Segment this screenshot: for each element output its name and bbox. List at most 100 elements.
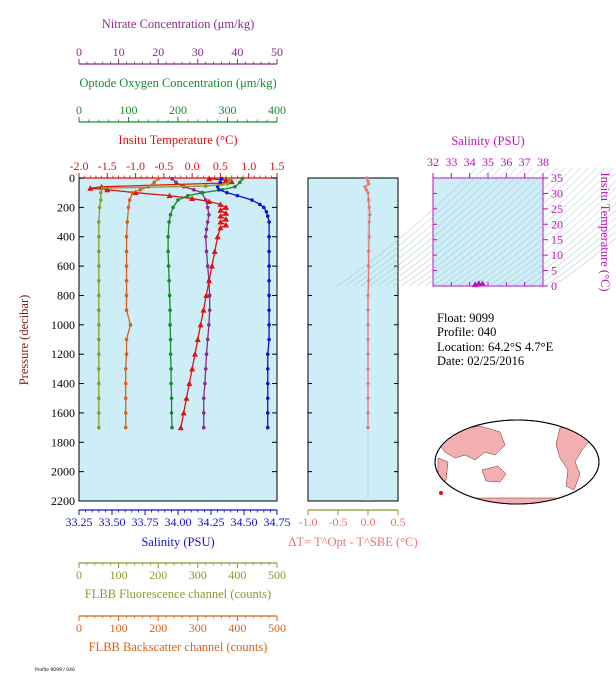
ts-x-tick-label: 33 <box>445 155 457 169</box>
backscatter-point <box>152 180 157 185</box>
ts-y-tick-label: 15 <box>551 233 563 247</box>
backscatter-point <box>123 396 128 401</box>
delta-t-point <box>367 198 371 202</box>
temperature-point <box>217 207 224 213</box>
pressure-axis: 0 200 400 600 800 1000 1200 1400 1600 1800 2000 220… <box>51 171 277 508</box>
nitrate-point <box>205 264 210 268</box>
backscatter-point <box>125 220 130 224</box>
temperature-point <box>228 178 235 185</box>
temperature-point <box>189 365 196 372</box>
density-contour <box>536 224 616 287</box>
salinity-point <box>217 187 221 192</box>
temperature-point <box>189 195 196 202</box>
backscatter-point <box>128 323 133 327</box>
density-contour <box>352 167 494 287</box>
fluorescence-point <box>97 367 101 371</box>
map-landmass-antarctica <box>439 497 599 504</box>
backscatter-point <box>123 411 128 415</box>
oxygen-point <box>167 278 171 283</box>
fluorescence-point <box>97 293 101 298</box>
salinity-line <box>216 178 270 428</box>
oxygen-point <box>168 212 173 217</box>
salinity-point <box>258 202 262 207</box>
density-contour <box>480 172 616 287</box>
ts-y-tick-label: 30 <box>551 186 563 200</box>
pressure-tick-label: 800 <box>57 288 75 302</box>
oxygen-tick-label: 200 <box>169 103 187 117</box>
temperature-point <box>186 380 193 387</box>
density-contour <box>440 167 582 287</box>
nitrate-point <box>207 293 212 298</box>
backscatter-tick-label: 200 <box>149 621 167 635</box>
salinity-tick-label: 34.50 <box>231 515 258 529</box>
delta-tick-label: -1.0 <box>299 515 318 529</box>
temperature-point <box>223 216 230 222</box>
backscatter-point <box>146 185 151 189</box>
backscatter-point <box>124 234 129 239</box>
fluorescence-point <box>98 190 103 195</box>
delta-t-point <box>366 191 370 195</box>
salinity-point <box>265 352 270 356</box>
profile-series <box>87 175 271 431</box>
fluorescence-point <box>100 186 105 191</box>
location-text: Location: 64.2°S 4.7°E <box>437 340 554 354</box>
delta-t-point <box>367 205 371 209</box>
salinity-axis: 33.25 33.50 33.75 34.00 34.25 34.50 34.75 <box>66 509 291 529</box>
ts-point <box>479 280 486 287</box>
temperature-point <box>194 336 201 342</box>
delta-tick-label: 0.5 <box>391 515 406 529</box>
temperature-tick-label: 0.0 <box>185 159 200 173</box>
density-contour <box>552 237 616 287</box>
pressure-tick-label: 400 <box>57 230 75 244</box>
fluorescence-point <box>97 264 101 268</box>
salinity-point <box>265 214 270 218</box>
profile-number-text: Profile: 040 <box>437 325 496 339</box>
oxygen-line <box>167 178 243 428</box>
delta-t-point <box>367 220 371 224</box>
temperature-point <box>206 198 213 204</box>
backscatter-point <box>123 425 128 430</box>
oxygen-point <box>167 293 172 298</box>
pressure-tick-label: 2200 <box>51 494 75 508</box>
backscatter-tick-label: 400 <box>228 621 246 635</box>
backscatter-point <box>123 381 128 386</box>
oxygen-axis: 0 100 200 300 400 <box>76 103 286 123</box>
delta-t-point <box>366 293 370 298</box>
density-contour <box>344 167 486 287</box>
backscatter-point <box>124 352 129 356</box>
oxygen-point <box>166 264 171 268</box>
pressure-tick-label: 200 <box>57 200 75 214</box>
oxygen-point <box>238 180 242 185</box>
delta-t-point <box>366 411 370 415</box>
ts-y-tick-label: 0 <box>551 279 557 293</box>
temperature-point <box>180 409 187 416</box>
density-contour <box>376 167 518 287</box>
salinity-point <box>267 308 271 312</box>
density-contour <box>528 217 616 287</box>
temperature-point <box>206 175 213 182</box>
nitrate-point <box>201 425 206 430</box>
delta-t-point <box>366 179 370 183</box>
ts-x-tick-label: 36 <box>500 155 512 169</box>
nitrate-point <box>207 308 212 312</box>
salinity-point <box>218 180 223 185</box>
salinity-point <box>267 234 271 239</box>
temperature-point <box>223 210 230 216</box>
density-contour <box>368 167 510 287</box>
salinity-axis-label: Salinity (PSU) <box>141 535 214 549</box>
salinity-point <box>267 249 271 254</box>
oxygen-point <box>171 205 175 210</box>
fluorescence-point <box>97 337 101 342</box>
pressure-tick-label: 2000 <box>51 465 75 479</box>
delta-t-point <box>364 188 368 192</box>
temperature-tick-label: 0.5 <box>213 159 228 173</box>
oxygen-tick-label: 300 <box>219 103 237 117</box>
salinity-tick-label: 33.25 <box>66 515 93 529</box>
date-text: Date: 02/25/2016 <box>437 354 524 368</box>
salinity-point <box>265 425 270 430</box>
nitrate-point <box>203 367 208 371</box>
delta-t-point <box>366 308 370 312</box>
salinity-tick-label: 34.25 <box>198 515 225 529</box>
density-contour <box>416 167 558 287</box>
pressure-tick-label: 1600 <box>51 406 75 420</box>
